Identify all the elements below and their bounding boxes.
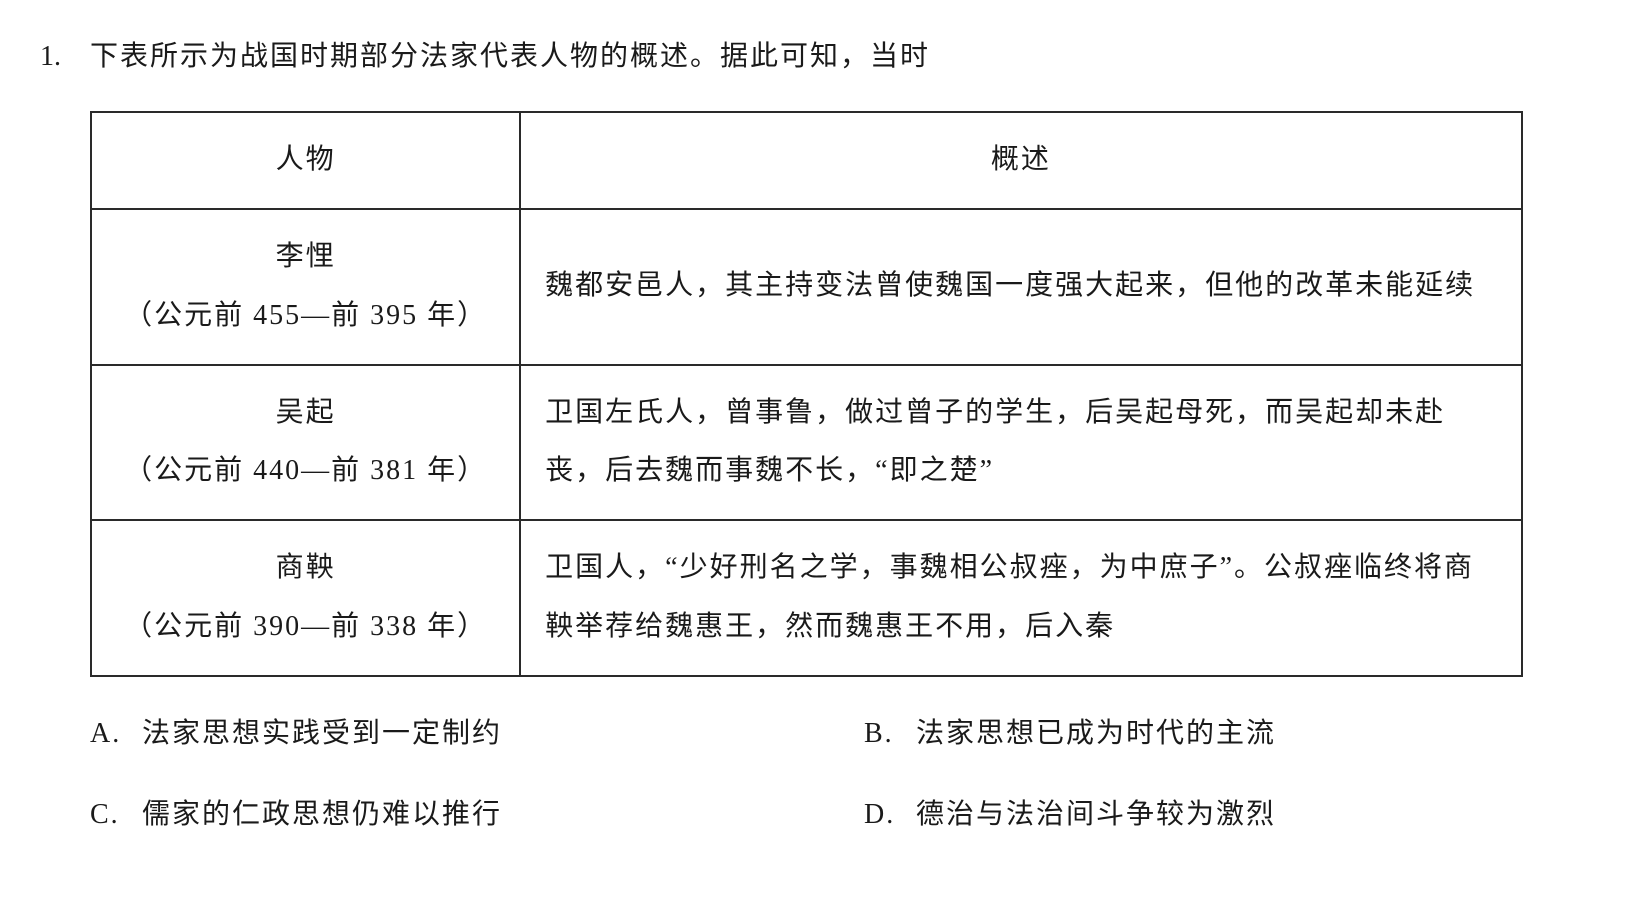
table-row: 李悝 （公元前 455—前 395 年） 魏都安邑人，其主持变法曾使魏国一度强大… (91, 209, 1522, 365)
question-wrapper: 1. 下表所示为战国时期部分法家代表人物的概述。据此可知，当时 人物 概述 李悝… (40, 30, 1598, 841)
person-name: 李悝 (116, 228, 495, 287)
table-header-row: 人物 概述 (91, 112, 1522, 209)
option-text: 法家思想实践受到一定制约 (142, 707, 502, 760)
option-a: A. 法家思想实践受到一定制约 (90, 707, 824, 760)
option-text: 儒家的仁政思想仍难以推行 (142, 788, 502, 841)
table-cell-person: 吴起 （公元前 440—前 381 年） (91, 365, 520, 521)
table-cell-person: 李悝 （公元前 455—前 395 年） (91, 209, 520, 365)
option-label: B. (864, 707, 904, 760)
table-cell-desc: 卫国左氏人，曾事鲁，做过曾子的学生，后吴起母死，而吴起却未赴丧，后去魏而事魏不长… (520, 365, 1521, 521)
table-row: 商鞅 （公元前 390—前 338 年） 卫国人，“少好刑名之学，事魏相公叔痤，… (91, 520, 1522, 676)
option-text: 法家思想已成为时代的主流 (916, 707, 1276, 760)
question-stem: 下表所示为战国时期部分法家代表人物的概述。据此可知，当时 (90, 30, 1598, 83)
person-dates: （公元前 455—前 395 年） (116, 287, 495, 346)
option-c: C. 儒家的仁政思想仍难以推行 (90, 788, 824, 841)
exam-table: 人物 概述 李悝 （公元前 455—前 395 年） 魏都安邑人，其主持变法曾使… (90, 111, 1523, 677)
question-body: 下表所示为战国时期部分法家代表人物的概述。据此可知，当时 人物 概述 李悝 （公… (90, 30, 1598, 841)
table-header-person: 人物 (91, 112, 520, 209)
options-grid: A. 法家思想实践受到一定制约 B. 法家思想已成为时代的主流 C. 儒家的仁政… (90, 707, 1598, 841)
option-label: C. (90, 788, 130, 841)
table-cell-desc: 卫国人，“少好刑名之学，事魏相公叔痤，为中庶子”。公叔痤临终将商鞅举荐给魏惠王，… (520, 520, 1521, 676)
person-name: 吴起 (116, 384, 495, 443)
question-number: 1. (40, 30, 72, 83)
option-text: 德治与法治间斗争较为激烈 (916, 788, 1276, 841)
person-name: 商鞅 (116, 539, 495, 598)
table-cell-desc: 魏都安邑人，其主持变法曾使魏国一度强大起来，但他的改革未能延续 (520, 209, 1521, 365)
option-label: A. (90, 707, 130, 760)
table-cell-person: 商鞅 （公元前 390—前 338 年） (91, 520, 520, 676)
table-row: 吴起 （公元前 440—前 381 年） 卫国左氏人，曾事鲁，做过曾子的学生，后… (91, 365, 1522, 521)
person-dates: （公元前 440—前 381 年） (116, 442, 495, 501)
option-d: D. 德治与法治间斗争较为激烈 (864, 788, 1598, 841)
person-dates: （公元前 390—前 338 年） (116, 598, 495, 657)
table-header-desc: 概述 (520, 112, 1521, 209)
option-b: B. 法家思想已成为时代的主流 (864, 707, 1598, 760)
option-label: D. (864, 788, 904, 841)
